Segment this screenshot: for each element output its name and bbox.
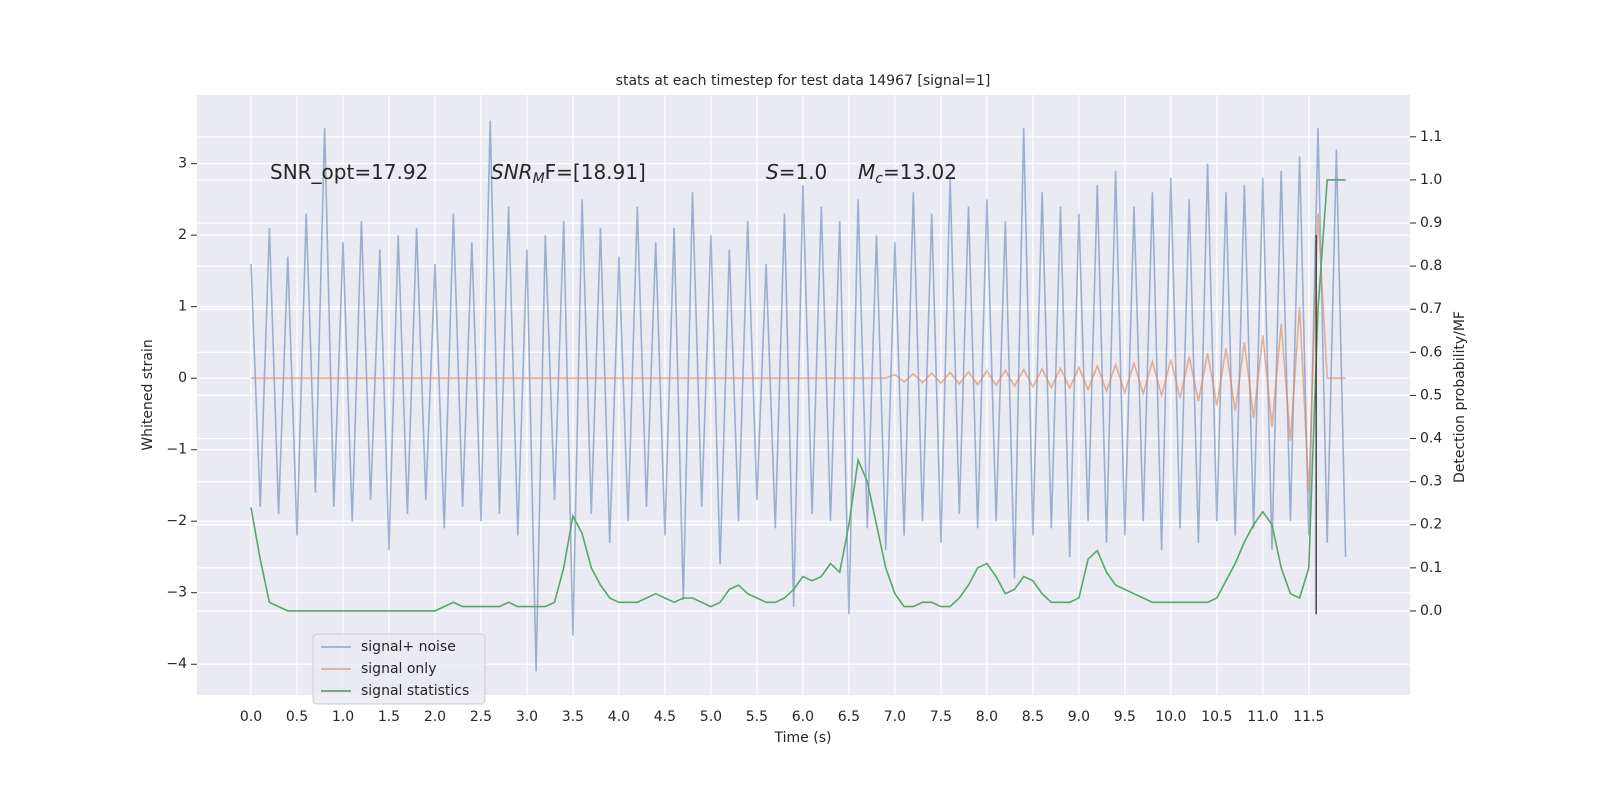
x-axis-label: Time (s) <box>774 730 832 746</box>
x-tick-label: 0.0 <box>240 709 262 725</box>
x-tick-label: 3.0 <box>516 709 538 725</box>
y2-tick-label: 0.1 <box>1420 560 1442 576</box>
legend: signal+ noise signal only signal statistic… <box>312 633 486 705</box>
y-tick-label: 3 <box>178 156 187 172</box>
x-tick-label: 6.0 <box>792 709 814 725</box>
x-tick-label: 3.5 <box>562 709 584 725</box>
annotation-sub: c <box>875 171 883 187</box>
annotation: S=1.0 <box>766 160 827 184</box>
y2-tick-label: 0.7 <box>1420 301 1442 317</box>
legend-box <box>312 633 486 705</box>
y-axis-label: Whitened strain <box>140 339 156 450</box>
x-tick-label: 7.0 <box>884 709 906 725</box>
x-tick-label: 2.5 <box>470 709 492 725</box>
grid <box>197 95 1410 695</box>
annotation-rest: =13.02 <box>883 160 957 184</box>
legend-label: signal statistics <box>361 683 469 699</box>
y2-tick-label: 0.8 <box>1420 258 1442 274</box>
x-tick-label: 5.5 <box>746 709 768 725</box>
y2-tick-label: 0.3 <box>1420 474 1442 490</box>
y2-tick-label: 1.0 <box>1420 172 1442 188</box>
x-tick-label: 10.5 <box>1201 709 1232 725</box>
annotation-base: SNR_opt=17.92 <box>270 160 428 184</box>
y2-tick-label: 0.6 <box>1420 344 1442 360</box>
axes: 0.0 0.5 1.0 1.5 2.0 2.5 3.0 3.5 4.0 4.5 5.0 5.5 6.0 6… <box>166 129 1442 725</box>
x-tick-label: 7.5 <box>930 709 952 725</box>
chart-title: stats at each timestep for test data 149… <box>616 73 991 89</box>
annotation-base: SNR <box>491 160 533 184</box>
y-tick-label: −1 <box>166 442 187 458</box>
y2-tick-label: 0.4 <box>1420 431 1442 447</box>
annotation: SNRMF=[18.91] <box>491 160 646 188</box>
x-tick-label: 2.0 <box>424 709 446 725</box>
annotation-rest: F=[18.91] <box>545 160 646 184</box>
series-line <box>250 179 1346 612</box>
x-tick-label: 10.0 <box>1155 709 1186 725</box>
y2-tick-label: 1.1 <box>1420 129 1442 145</box>
x-tick-label: 6.5 <box>838 709 860 725</box>
annotation-base: M <box>858 160 875 184</box>
y2-axis-label: Detection probability/MF <box>1452 311 1468 483</box>
x-tick-label: 0.5 <box>286 709 308 725</box>
marks <box>250 120 1347 672</box>
y-tick-label: 0 <box>178 370 187 386</box>
y2-tick-label: 0.5 <box>1420 387 1442 403</box>
y2-tick-label: 0.9 <box>1420 215 1442 231</box>
series-line <box>251 213 1346 493</box>
annotation: SNR_opt=17.92 <box>270 160 428 184</box>
x-tick-label: 4.0 <box>608 709 630 725</box>
x-tick-label: 9.5 <box>1114 709 1136 725</box>
x-tick-label: 11.0 <box>1247 709 1278 725</box>
x-tick-label: 1.5 <box>378 709 400 725</box>
y-tick-label: 1 <box>178 299 187 315</box>
x-tick-label: 8.0 <box>976 709 998 725</box>
y2-tick-label: 0.0 <box>1420 603 1442 619</box>
annotation-base: S <box>766 160 779 184</box>
y-tick-label: −3 <box>166 585 187 601</box>
y-tick-label: −2 <box>166 513 187 529</box>
x-tick-label: 4.5 <box>654 709 676 725</box>
annotation-rest: =1.0 <box>779 160 828 184</box>
annotation-sub: M <box>533 171 545 187</box>
x-tick-label: 8.5 <box>1022 709 1044 725</box>
y2-tick-label: 0.2 <box>1420 517 1442 533</box>
x-tick-label: 11.5 <box>1293 709 1324 725</box>
y-tick-label: −4 <box>166 656 187 672</box>
y-tick-label: 2 <box>178 227 187 243</box>
legend-label: signal only <box>361 661 436 677</box>
x-tick-label: 1.0 <box>332 709 354 725</box>
legend-label: signal+ noise <box>361 639 456 655</box>
x-tick-label: 5.0 <box>700 709 722 725</box>
x-tick-label: 9.0 <box>1068 709 1090 725</box>
annotation: Mc=13.02 <box>858 160 957 188</box>
series-line <box>250 120 1347 672</box>
